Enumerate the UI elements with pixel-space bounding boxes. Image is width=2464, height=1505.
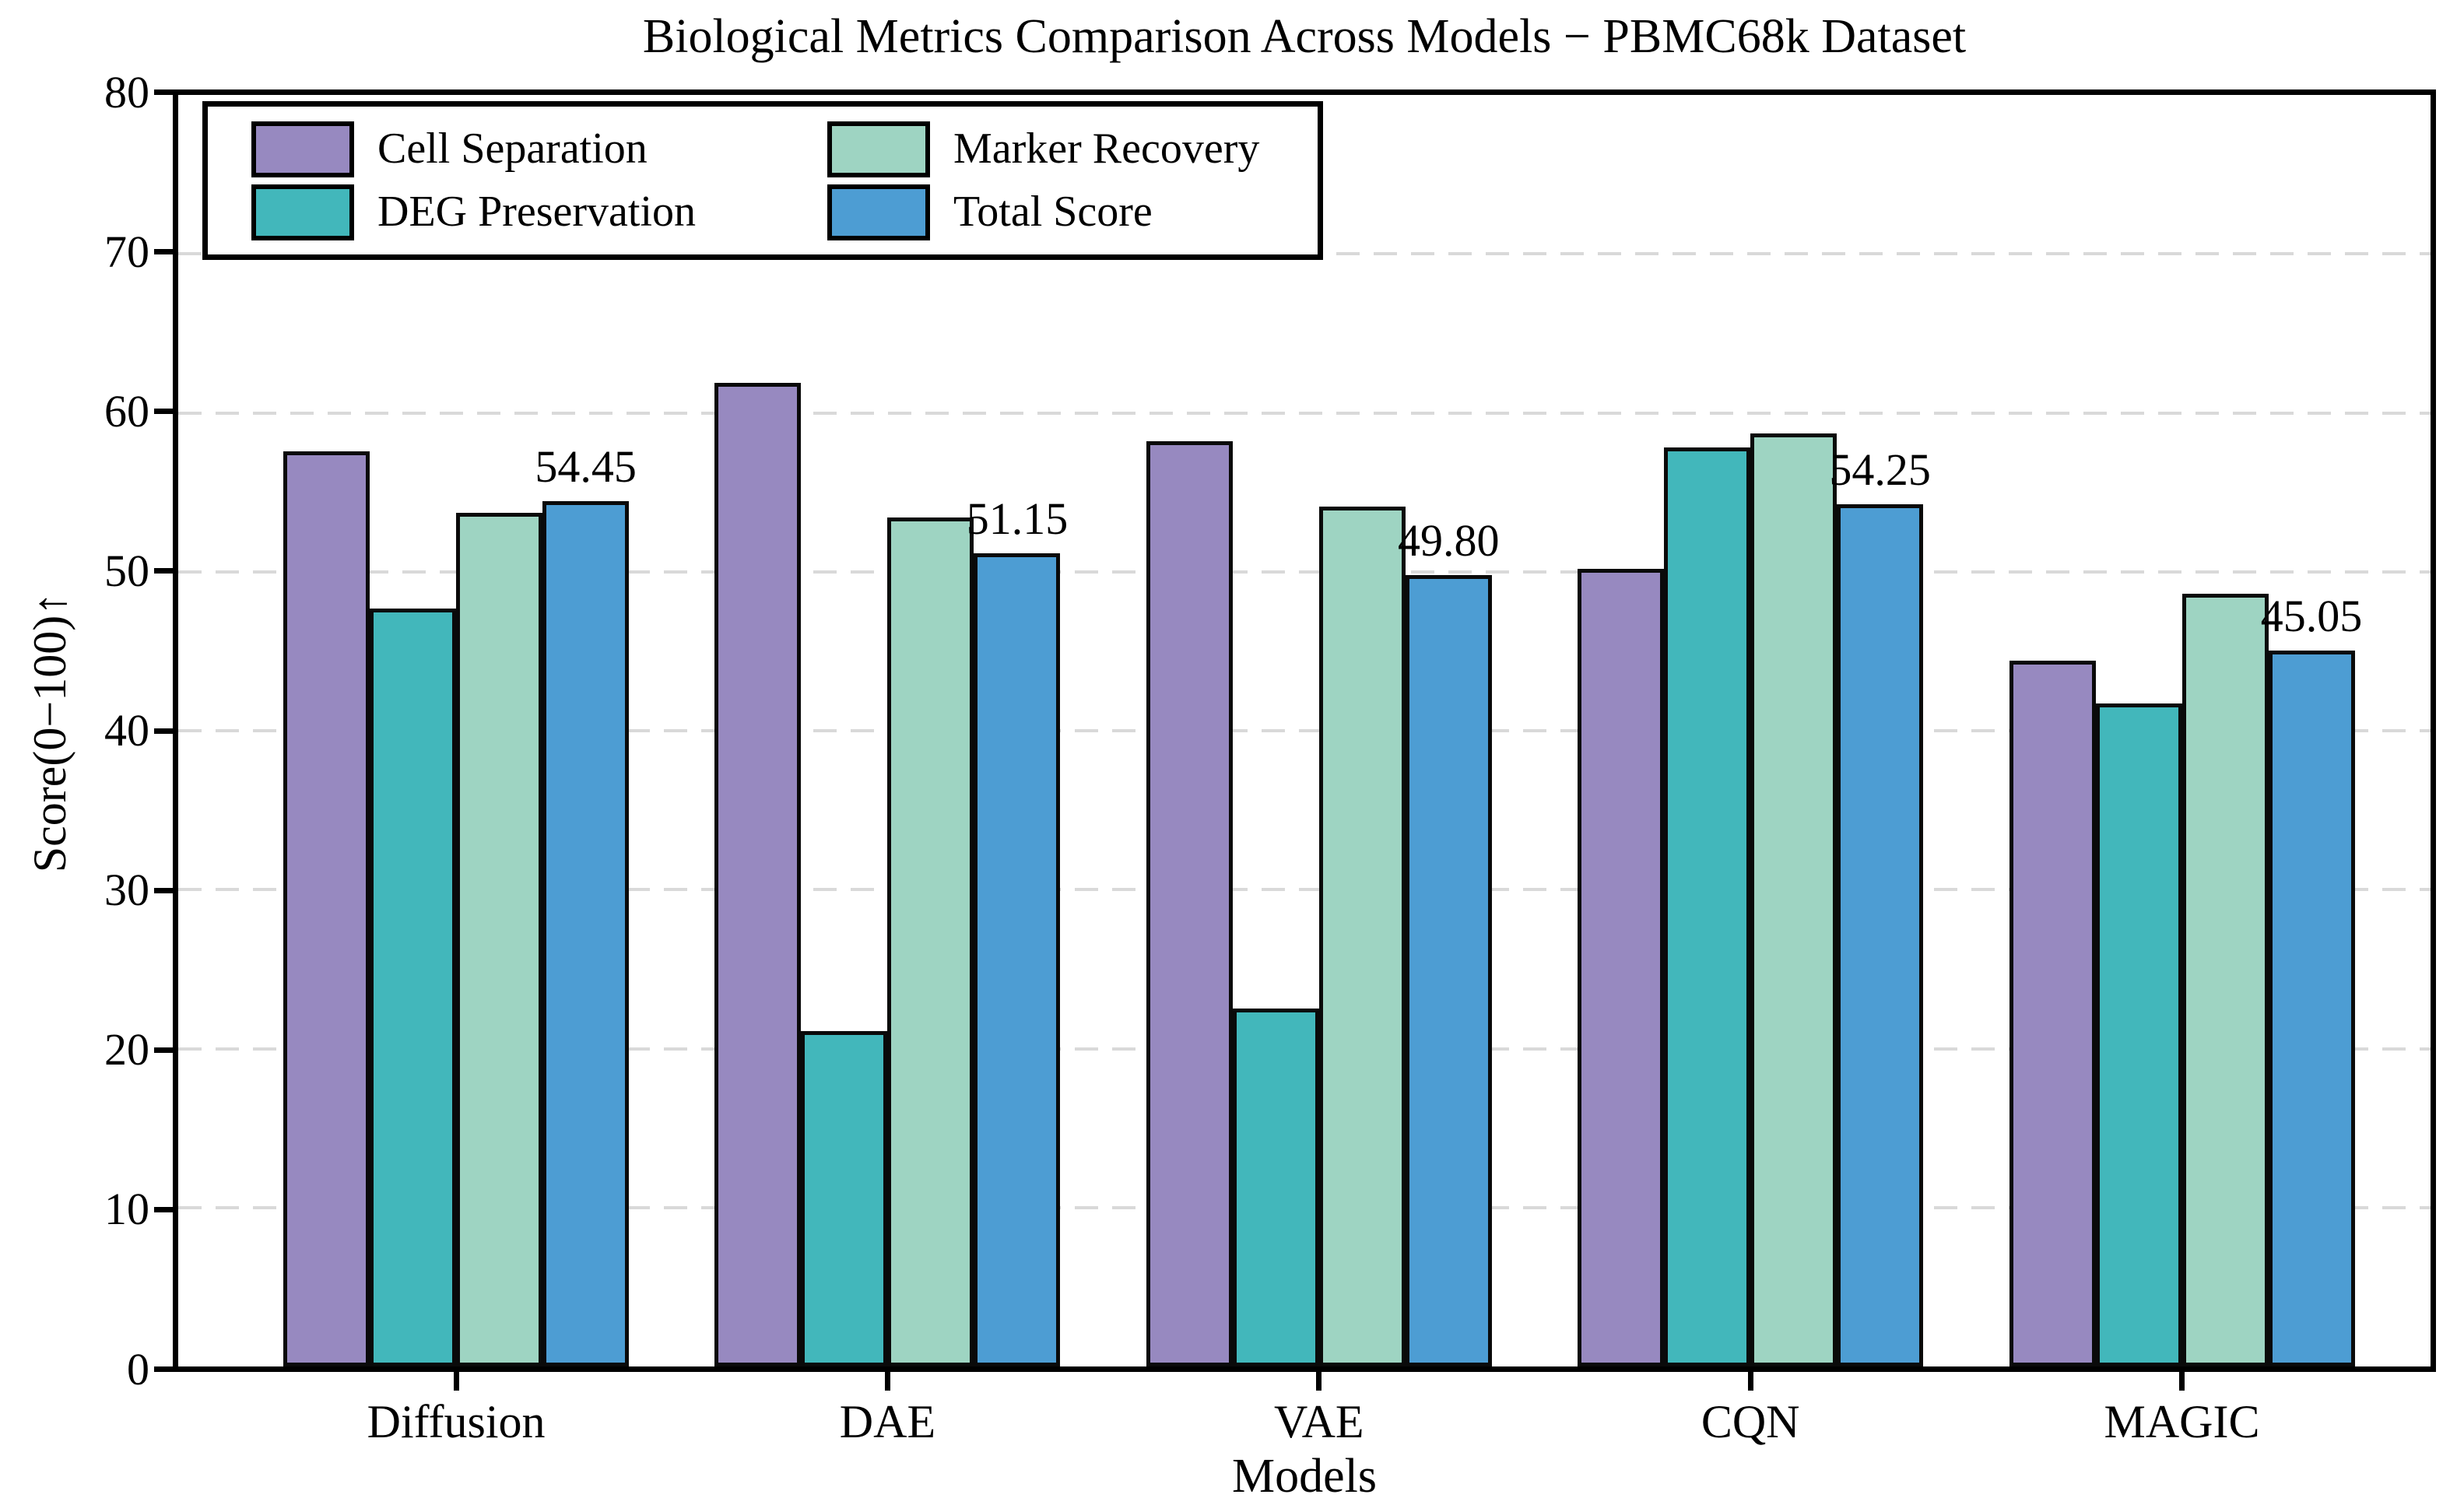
legend-item-deg-preservation: DEG Preservation — [251, 184, 827, 240]
bar-total-score — [1405, 574, 1492, 1366]
bar-total-score — [542, 500, 630, 1366]
legend-label: Marker Recovery — [953, 124, 1260, 173]
legend-box: Cell Separation Marker Recovery DEG Preser… — [202, 101, 1323, 260]
gridline — [178, 570, 2431, 574]
y-tick-mark — [154, 568, 173, 574]
bar-total-score — [1837, 503, 1924, 1366]
x-tick-mark — [884, 1372, 890, 1391]
bar-cell-separation — [2009, 661, 2096, 1366]
x-tick-mark — [1747, 1372, 1753, 1391]
x-tick-label-diffusion: Diffusion — [367, 1396, 546, 1447]
bar-deg-preservation — [2095, 703, 2182, 1366]
x-tick-mark — [453, 1372, 459, 1391]
bar-marker-recovery — [2181, 594, 2269, 1366]
x-tick-label-dae: DAE — [839, 1396, 936, 1447]
legend-label: Total Score — [953, 187, 1153, 236]
y-tick-label: 80 — [104, 66, 149, 118]
legend-swatch-cell-separation — [251, 121, 354, 177]
bar-marker-recovery — [1318, 507, 1406, 1366]
plot-area: 54.45 51.15 49.80 54.25 45.05 — [173, 89, 2436, 1372]
legend-label: DEG Preservation — [377, 187, 697, 236]
y-tick-mark — [154, 1206, 173, 1212]
bar-total-score — [974, 553, 1061, 1366]
chart-title: Biological Metrics Comparison Across Mod… — [642, 10, 1967, 63]
y-tick-label: 0 — [127, 1343, 149, 1394]
legend-item-cell-separation: Cell Separation — [251, 121, 827, 177]
bar-value-label: 51.15 — [966, 493, 1069, 545]
bar-cell-separation — [283, 451, 370, 1366]
bar-cell-separation — [1578, 568, 1665, 1366]
bar-marker-recovery — [456, 513, 543, 1366]
bar-value-label: 54.45 — [535, 441, 637, 493]
bar-deg-preservation — [1232, 1009, 1319, 1366]
bar-cell-separation — [714, 382, 802, 1366]
y-tick-label: 50 — [104, 545, 149, 596]
y-tick-label: 70 — [104, 226, 149, 277]
bar-deg-preservation — [370, 608, 457, 1366]
bar-marker-recovery — [887, 517, 974, 1366]
legend-label: Cell Separation — [377, 124, 648, 173]
legend-swatch-deg-preservation — [251, 184, 354, 240]
x-tick-label-cqn: CQN — [1701, 1396, 1800, 1447]
gridline — [178, 729, 2431, 732]
legend-swatch-total-score — [827, 184, 930, 240]
bar-deg-preservation — [801, 1031, 888, 1366]
bar-cell-separation — [1146, 441, 1233, 1366]
legend-swatch-marker-recovery — [827, 121, 930, 177]
gridline — [178, 411, 2431, 415]
bar-marker-recovery — [1750, 433, 1837, 1366]
x-tick-label-magic: MAGIC — [2104, 1396, 2260, 1447]
bar-total-score — [2268, 650, 2355, 1366]
legend-item-marker-recovery: Marker Recovery — [827, 121, 1294, 177]
y-tick-mark — [154, 89, 173, 95]
bar-value-label: 54.25 — [1829, 444, 1931, 496]
y-tick-label: 30 — [104, 865, 149, 916]
y-tick-label: 40 — [104, 705, 149, 756]
x-tick-mark — [1316, 1372, 1322, 1391]
y-tick-label: 10 — [104, 1184, 149, 1235]
y-tick-mark — [154, 887, 173, 893]
y-tick-mark — [154, 728, 173, 734]
bar-value-label: 45.05 — [2260, 591, 2363, 642]
y-tick-label: 60 — [104, 385, 149, 437]
x-axis-title: Models — [1232, 1450, 1377, 1503]
gridline — [178, 888, 2431, 892]
y-tick-mark — [154, 409, 173, 415]
y-tick-mark — [154, 1366, 173, 1372]
bar-value-label: 49.80 — [1398, 515, 1500, 567]
y-tick-label: 20 — [104, 1024, 149, 1075]
legend-item-total-score: Total Score — [827, 184, 1294, 240]
bar-deg-preservation — [1664, 447, 1751, 1366]
y-tick-mark — [154, 1047, 173, 1053]
x-tick-label-vae: VAE — [1274, 1396, 1364, 1447]
x-tick-mark — [2179, 1372, 2185, 1391]
y-tick-mark — [154, 249, 173, 255]
